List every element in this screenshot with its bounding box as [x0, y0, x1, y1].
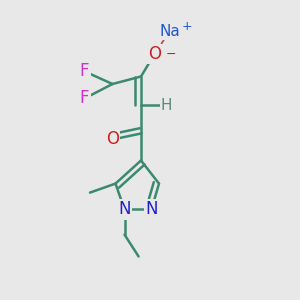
Text: −: − [166, 47, 176, 61]
Text: Na: Na [159, 24, 180, 39]
Text: +: + [182, 20, 192, 34]
Text: F: F [80, 89, 89, 107]
Text: O: O [148, 45, 161, 63]
Text: H: H [161, 98, 172, 112]
Text: N: N [145, 200, 158, 218]
Text: N: N [118, 200, 131, 218]
Text: O: O [106, 130, 119, 148]
Text: F: F [80, 62, 89, 80]
